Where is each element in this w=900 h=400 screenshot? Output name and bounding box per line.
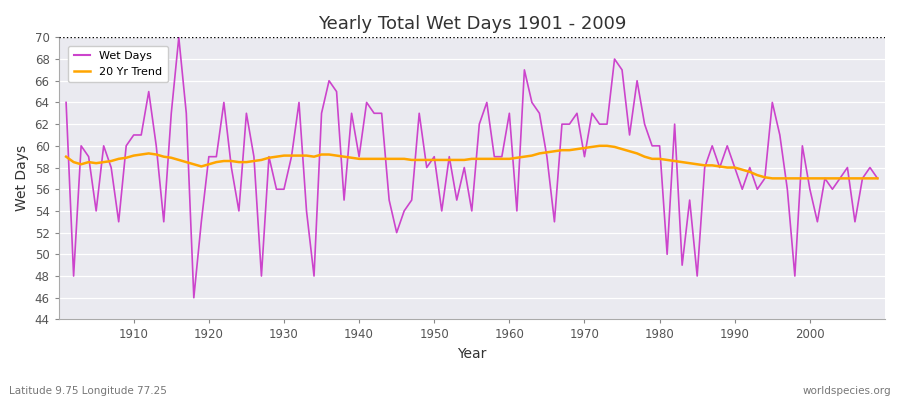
Text: Latitude 9.75 Longitude 77.25: Latitude 9.75 Longitude 77.25	[9, 386, 166, 396]
Title: Yearly Total Wet Days 1901 - 2009: Yearly Total Wet Days 1901 - 2009	[318, 15, 626, 33]
Y-axis label: Wet Days: Wet Days	[15, 145, 29, 212]
X-axis label: Year: Year	[457, 347, 487, 361]
Text: worldspecies.org: worldspecies.org	[803, 386, 891, 396]
Legend: Wet Days, 20 Yr Trend: Wet Days, 20 Yr Trend	[68, 46, 168, 82]
